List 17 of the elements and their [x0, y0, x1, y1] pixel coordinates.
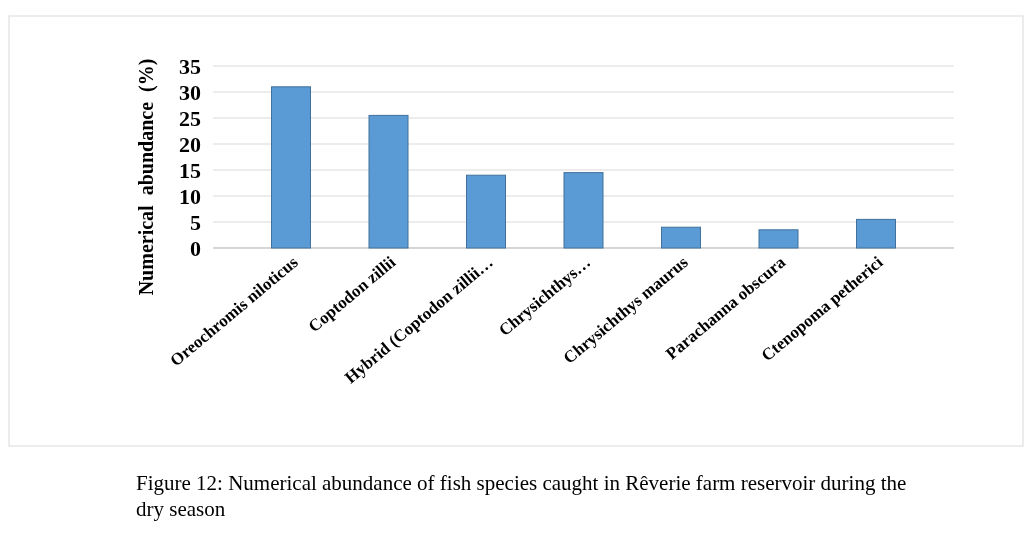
- bar: [271, 86, 311, 249]
- y-tick-label: 30: [179, 79, 201, 105]
- y-tick-label: 25: [179, 105, 201, 131]
- caption: Figure 12: Numerical abundance of fish species caught in Rêverie farm reservoir during the dry season: [136, 471, 907, 521]
- y-tick-label: 10: [179, 183, 201, 209]
- bar: [466, 174, 506, 249]
- bar: [758, 229, 799, 249]
- bar: [563, 172, 604, 249]
- bar: [661, 226, 701, 249]
- y-tick-label: 35: [179, 53, 201, 79]
- y-tick-label: 15: [179, 157, 201, 183]
- y-tick-label: 5: [190, 209, 201, 235]
- y-tick-label: 0: [190, 235, 201, 261]
- y-tick-label: 20: [179, 131, 201, 157]
- y-axis-title: Numerical abundance (%): [135, 58, 158, 296]
- bar: [856, 218, 896, 249]
- bar: [368, 114, 409, 249]
